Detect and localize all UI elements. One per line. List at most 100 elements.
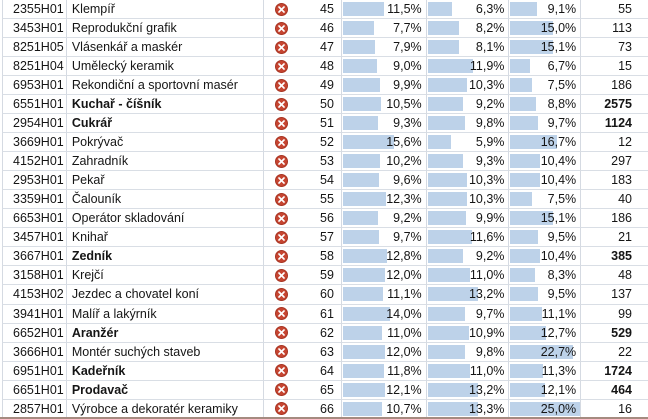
cell-pct1[interactable]: 11,5% xyxy=(341,0,427,20)
cell-rank[interactable]: 61 xyxy=(264,304,342,324)
cell-pct3[interactable]: 15,1% xyxy=(509,209,582,229)
cell-count[interactable]: 73 xyxy=(581,38,648,58)
cell-count[interactable]: 186 xyxy=(581,76,648,96)
cell-count[interactable]: 55 xyxy=(581,0,648,20)
cell-name[interactable]: Krejčí xyxy=(66,266,265,286)
cell-code[interactable]: 6551H01 xyxy=(2,95,67,115)
cell-name[interactable]: Knihař xyxy=(66,228,265,248)
cell-name[interactable]: Aranžér xyxy=(66,323,265,343)
cell-pct3[interactable]: 12,1% xyxy=(509,380,582,400)
cell-rank[interactable]: 63 xyxy=(264,342,342,362)
cell-pct1[interactable]: 10,5% xyxy=(341,95,427,115)
cell-name[interactable]: Vlásenkář a maskér xyxy=(66,38,265,58)
cell-rank[interactable]: 47 xyxy=(264,38,342,58)
cell-pct2[interactable]: 8,1% xyxy=(426,38,510,58)
cell-rank[interactable]: 49 xyxy=(264,76,342,96)
cell-rank[interactable]: 45 xyxy=(264,0,342,20)
cell-pct1[interactable]: 15,6% xyxy=(341,133,427,153)
cell-pct3[interactable]: 25,0% xyxy=(509,399,582,419)
cell-pct3[interactable]: 8,3% xyxy=(509,266,582,286)
cell-pct3[interactable]: 15,1% xyxy=(509,38,582,58)
cell-count[interactable]: 22 xyxy=(581,343,648,362)
cell-pct3[interactable]: 22,7% xyxy=(509,342,582,362)
cell-pct2[interactable]: 10,3% xyxy=(426,76,510,96)
cell-count[interactable]: 186 xyxy=(581,209,648,229)
cell-pct2[interactable]: 9,9% xyxy=(426,209,510,229)
cell-name[interactable]: Operátor skladování xyxy=(66,209,265,229)
cell-pct1[interactable]: 11,0% xyxy=(341,323,427,343)
cell-name[interactable]: Pokrývač xyxy=(66,133,265,153)
cell-name[interactable]: Rekondiční a sportovní masér xyxy=(66,76,265,96)
cell-pct2[interactable]: 11,6% xyxy=(426,228,510,248)
cell-pct3[interactable]: 7,5% xyxy=(509,76,582,96)
cell-code[interactable]: 2857H01 xyxy=(2,399,67,419)
cell-pct2[interactable]: 10,3% xyxy=(426,171,510,191)
cell-pct3[interactable]: 6,7% xyxy=(509,57,582,77)
cell-count[interactable]: 137 xyxy=(581,285,648,305)
cell-code[interactable]: 4152H01 xyxy=(2,152,67,172)
cell-name[interactable]: Jezdec a chovatel koní xyxy=(66,285,265,305)
cell-pct3[interactable]: 9,1% xyxy=(509,0,582,20)
cell-pct2[interactable]: 11,0% xyxy=(426,266,510,286)
cell-code[interactable]: 3158H01 xyxy=(2,266,67,286)
cell-name[interactable]: Klempíř xyxy=(66,0,265,20)
cell-count[interactable]: 529 xyxy=(581,324,648,343)
cell-rank[interactable]: 59 xyxy=(264,266,342,286)
cell-pct2[interactable]: 13,2% xyxy=(426,380,510,400)
cell-pct1[interactable]: 7,7% xyxy=(341,19,427,39)
cell-pct2[interactable]: 11,0% xyxy=(426,361,510,381)
cell-pct2[interactable]: 9,8% xyxy=(426,114,510,134)
cell-rank[interactable]: 50 xyxy=(264,95,342,115)
cell-pct2[interactable]: 10,9% xyxy=(426,323,510,343)
cell-name[interactable]: Zedník xyxy=(66,247,265,267)
cell-count[interactable]: 1124 xyxy=(581,114,648,134)
cell-pct1[interactable]: 14,0% xyxy=(341,304,427,324)
cell-count[interactable]: 16 xyxy=(581,400,648,419)
cell-pct1[interactable]: 12,0% xyxy=(341,266,427,286)
cell-code[interactable]: 3457H01 xyxy=(2,228,67,248)
cell-code[interactable]: 3359H01 xyxy=(2,190,67,210)
cell-pct2[interactable]: 9,3% xyxy=(426,152,510,172)
cell-count[interactable]: 297 xyxy=(581,152,648,172)
cell-rank[interactable]: 64 xyxy=(264,361,342,381)
cell-pct1[interactable]: 9,3% xyxy=(341,114,427,134)
cell-name[interactable]: Prodavač xyxy=(66,380,265,400)
cell-code[interactable]: 8251H05 xyxy=(2,38,67,58)
cell-code[interactable]: 6951H01 xyxy=(2,361,67,381)
cell-rank[interactable]: 55 xyxy=(264,190,342,210)
cell-rank[interactable]: 51 xyxy=(264,114,342,134)
cell-name[interactable]: Montér suchých staveb xyxy=(66,342,265,362)
cell-pct2[interactable]: 5,9% xyxy=(426,133,510,153)
cell-rank[interactable]: 48 xyxy=(264,57,342,77)
cell-count[interactable]: 113 xyxy=(581,19,648,39)
cell-rank[interactable]: 52 xyxy=(264,133,342,153)
cell-count[interactable]: 21 xyxy=(581,228,648,248)
cell-pct1[interactable]: 12,1% xyxy=(341,380,427,400)
cell-code[interactable]: 6953H01 xyxy=(2,76,67,96)
cell-pct3[interactable]: 9,5% xyxy=(509,285,582,305)
cell-pct1[interactable]: 9,9% xyxy=(341,76,427,96)
cell-pct1[interactable]: 11,1% xyxy=(341,285,427,305)
cell-code[interactable]: 2355H01 xyxy=(2,0,67,20)
cell-code[interactable]: 6651H01 xyxy=(2,380,67,400)
cell-code[interactable]: 3669H01 xyxy=(2,133,67,153)
cell-pct3[interactable]: 9,5% xyxy=(509,228,582,248)
cell-rank[interactable]: 57 xyxy=(264,228,342,248)
cell-count[interactable]: 183 xyxy=(581,171,648,191)
cell-rank[interactable]: 65 xyxy=(264,380,342,400)
cell-count[interactable]: 40 xyxy=(581,190,648,210)
cell-code[interactable]: 6653H01 xyxy=(2,209,67,229)
cell-pct1[interactable]: 11,8% xyxy=(341,361,427,381)
cell-name[interactable]: Cukrář xyxy=(66,114,265,134)
cell-pct1[interactable]: 10,7% xyxy=(341,399,427,419)
cell-pct3[interactable]: 10,4% xyxy=(509,152,582,172)
cell-code[interactable]: 3453H01 xyxy=(2,19,67,39)
cell-pct2[interactable]: 9,7% xyxy=(426,304,510,324)
cell-rank[interactable]: 54 xyxy=(264,171,342,191)
cell-count[interactable]: 2575 xyxy=(581,95,648,115)
cell-name[interactable]: Malíř a lakýrník xyxy=(66,304,265,324)
cell-name[interactable]: Kuchař - číšník xyxy=(66,95,265,115)
cell-count[interactable]: 48 xyxy=(581,266,648,286)
cell-name[interactable]: Výrobce a dekoratér keramiky xyxy=(66,399,265,419)
cell-code[interactable]: 6652H01 xyxy=(2,323,67,343)
